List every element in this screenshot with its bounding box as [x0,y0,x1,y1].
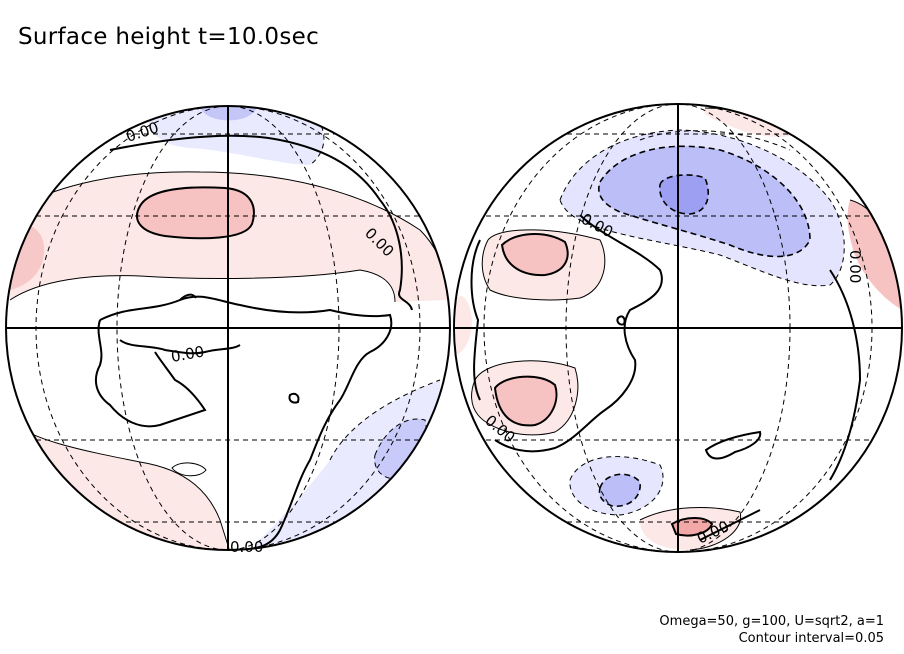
right-contours-zero [470,214,862,541]
right-negative-center-north [659,174,709,214]
left-hemisphere: 0.00 0.00 0.00 0.00 [5,105,451,556]
figure-title: Surface height t=10.0sec [18,24,320,50]
left-negative-north-cap [147,106,324,165]
right-contour-label-3: 0.00 [846,250,864,283]
right-hemisphere: 0.00 0.00 0.00 0.00 [453,103,903,553]
parameters-note: Omega=50, g=100, U=sqrt2, a=1 [659,614,884,629]
contour-interval-note: Contour interval=0.05 [738,631,884,646]
right-positive-west-south-core [495,376,557,426]
left-contours-negative [149,106,441,480]
right-positive-northeast [704,108,800,137]
left-hemisphere-outline [5,105,451,551]
right-positive-west-north-core [502,234,568,276]
right-positive-east-edge [847,200,902,310]
right-positive-west-edge [456,296,472,355]
right-hemisphere-outline [453,103,903,553]
right-negative-south-core [599,474,641,507]
left-contour-label-4: 0.00 [230,538,263,556]
left-contour-label-3: 0.00 [170,342,206,366]
left-positive-core-north [137,187,254,239]
right-contours-negative-thin [559,129,845,516]
left-contours-thin [9,171,449,550]
